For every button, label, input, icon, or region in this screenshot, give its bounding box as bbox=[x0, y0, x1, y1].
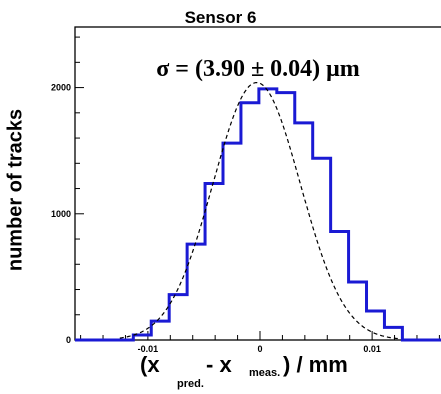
gaussian-fit-curve bbox=[119, 82, 401, 340]
y-tick-label: 2000 bbox=[51, 83, 71, 93]
sigma-annotation: σ = (3.90 ± 0.04) μm bbox=[156, 56, 360, 82]
y-axis-label: number of tracks bbox=[4, 108, 27, 272]
y-axis-label-box: number of tracks bbox=[2, 40, 30, 340]
y-tick-label: 0 bbox=[66, 335, 71, 345]
x-tick-label: -0.01 bbox=[138, 344, 159, 354]
x-axis-label-dash: - x bbox=[206, 352, 232, 377]
x-axis-label-sub-meas: meas. bbox=[249, 367, 281, 379]
histogram-series bbox=[75, 87, 441, 342]
x-axis-label-sub-pred: pred. bbox=[177, 378, 204, 390]
chart-title: Sensor 6 bbox=[184, 8, 257, 27]
x-tick-label: 0 bbox=[257, 344, 262, 354]
x-tick-label: 0.01 bbox=[363, 344, 381, 354]
x-axis-label-close: ) / mm bbox=[283, 352, 348, 377]
x-axis-label-open: (x bbox=[140, 352, 160, 377]
y-tick-label: 1000 bbox=[51, 209, 71, 219]
axis-ticks: 0 1000 2000 -0.01 0 0.01 bbox=[51, 36, 440, 354]
x-axis-label: (x pred. - x meas. ) / mm bbox=[130, 352, 400, 390]
